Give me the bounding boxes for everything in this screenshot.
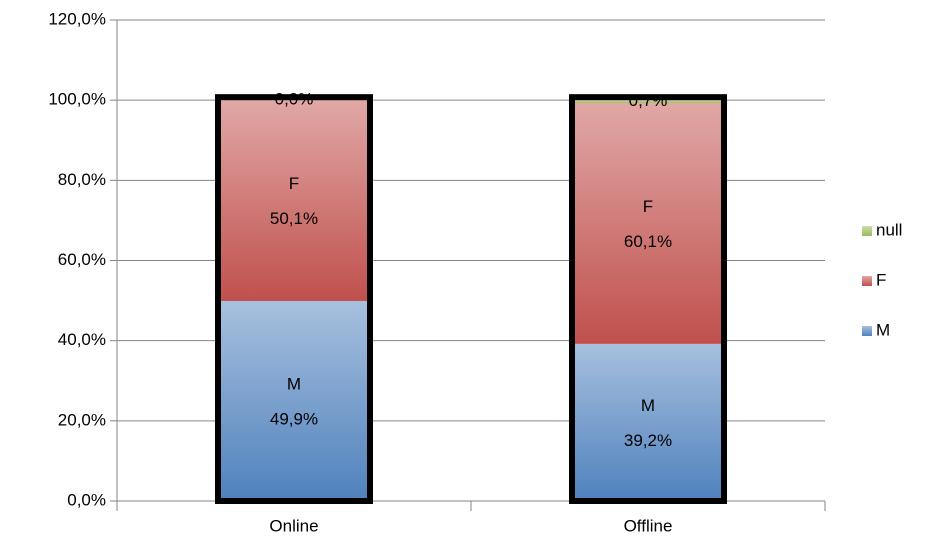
y-tick-label: 60,0% [58, 250, 106, 269]
x-tick-label: Offline [624, 516, 673, 535]
bar-segment [575, 100, 721, 103]
legend-label: null [876, 220, 902, 239]
bar-outline [215, 94, 373, 505]
bar-segment [575, 343, 721, 501]
legend-label: M [876, 320, 890, 339]
data-label-name: F [289, 174, 299, 193]
y-tick-label: 100,0% [48, 90, 106, 109]
y-tick-label: 40,0% [58, 330, 106, 349]
legend-swatch [862, 226, 872, 236]
bar-segment [221, 300, 367, 501]
bar-segment [575, 102, 721, 344]
data-label: 50,1% [270, 209, 318, 228]
bar-outline [569, 94, 727, 505]
data-label: 60,1% [624, 232, 672, 251]
y-tick-label: 120,0% [48, 9, 106, 28]
data-label-name: F [643, 197, 653, 216]
bar-segment [221, 100, 367, 301]
legend-swatch [862, 276, 872, 286]
data-label: 0,7% [629, 91, 668, 110]
y-tick-label: 80,0% [58, 170, 106, 189]
data-label: 39,2% [624, 431, 672, 450]
y-tick-label: 0,0% [67, 490, 106, 509]
data-label-name: M [287, 374, 301, 393]
y-tick-label: 20,0% [58, 410, 106, 429]
data-label-name: M [641, 396, 655, 415]
x-tick-label: Online [269, 516, 318, 535]
legend-swatch [862, 326, 872, 336]
data-label: 49,9% [270, 409, 318, 428]
legend-label: F [876, 270, 886, 289]
